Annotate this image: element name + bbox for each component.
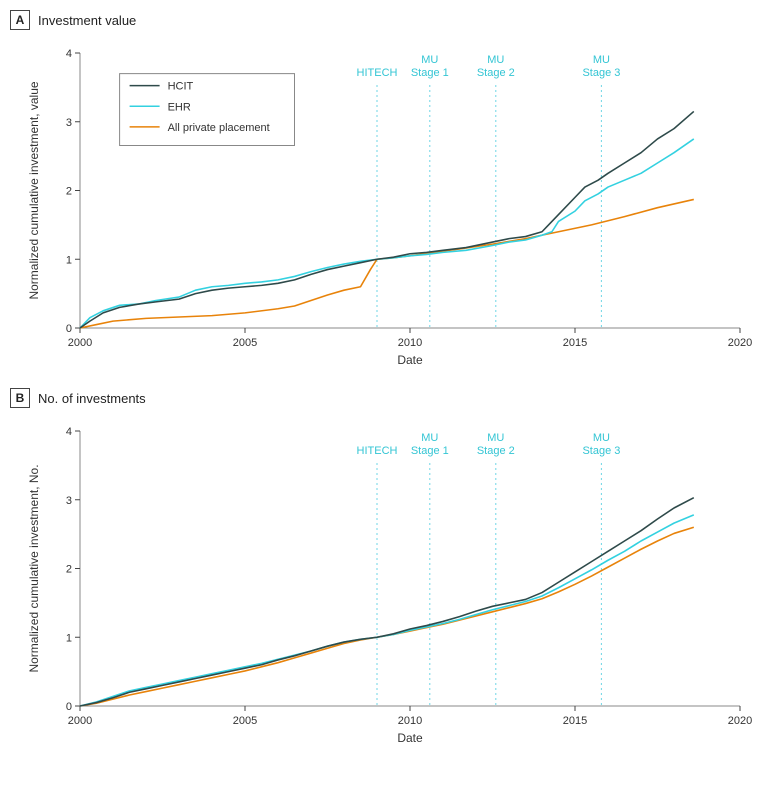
chart-svg: 0 1 2 3 4 2000 2005 2010 2015 2020 Date Normalized … <box>20 38 760 368</box>
x-tick-label: 2005 <box>233 715 257 727</box>
event-marker-label: HITECH <box>357 67 398 79</box>
x-tick-label: 2015 <box>563 337 587 349</box>
x-tick-label: 2020 <box>728 337 752 349</box>
panel-a: A Investment value 0 1 2 3 4 2000 2005 2010 2015 20… <box>10 10 770 368</box>
panel-badge: B <box>10 388 30 408</box>
y-axis-label: Normalized cumulative investment, No. <box>27 464 41 672</box>
legend-label: EHR <box>168 101 191 113</box>
x-tick-label: 2015 <box>563 715 587 727</box>
x-tick-label: 2000 <box>68 337 92 349</box>
event-marker-label: Stage 1 <box>411 445 449 457</box>
x-tick-label: 2020 <box>728 715 752 727</box>
event-marker-label: MU <box>487 54 504 66</box>
y-tick-label: 2 <box>66 564 72 576</box>
y-tick-label: 1 <box>66 632 72 644</box>
y-tick-label: 0 <box>66 701 72 713</box>
x-tick-label: 2000 <box>68 715 92 727</box>
y-tick-label: 1 <box>66 254 72 266</box>
x-tick-label: 2010 <box>398 337 422 349</box>
series-app <box>80 199 694 328</box>
panel-title: Investment value <box>38 13 136 28</box>
y-axis-label: Normalized cumulative investment, value <box>27 81 41 299</box>
event-marker-label: HITECH <box>357 445 398 457</box>
panel-title: No. of investments <box>38 391 146 406</box>
x-axis-label: Date <box>397 353 423 367</box>
x-tick-label: 2005 <box>233 337 257 349</box>
y-tick-label: 3 <box>66 117 72 129</box>
legend-label: All private placement <box>168 122 270 134</box>
y-tick-label: 0 <box>66 323 72 335</box>
event-marker-label: MU <box>593 432 610 444</box>
event-marker-label: Stage 2 <box>477 445 515 457</box>
event-marker-label: MU <box>421 54 438 66</box>
event-marker-label: Stage 3 <box>582 445 620 457</box>
panel-badge: A <box>10 10 30 30</box>
legend-box <box>120 74 295 146</box>
x-axis-label: Date <box>397 731 423 745</box>
chart: 0 1 2 3 4 2000 2005 2010 2015 2020 Date Normalized … <box>20 416 760 746</box>
event-marker-label: MU <box>593 54 610 66</box>
y-tick-label: 3 <box>66 495 72 507</box>
event-marker-label: Stage 1 <box>411 67 449 79</box>
event-marker-label: MU <box>421 432 438 444</box>
y-tick-label: 4 <box>66 48 72 60</box>
event-marker-label: Stage 3 <box>582 67 620 79</box>
y-tick-label: 4 <box>66 426 72 438</box>
event-marker-label: MU <box>487 432 504 444</box>
legend-label: HCIT <box>168 81 194 93</box>
y-tick-label: 2 <box>66 186 72 198</box>
chart: 0 1 2 3 4 2000 2005 2010 2015 2020 Date Normalized … <box>20 38 760 368</box>
x-tick-label: 2010 <box>398 715 422 727</box>
panel-header: A Investment value <box>10 10 770 30</box>
panel-b: B No. of investments 0 1 2 3 4 2000 2005 2010 2015… <box>10 388 770 746</box>
event-marker-label: Stage 2 <box>477 67 515 79</box>
panel-header: B No. of investments <box>10 388 770 408</box>
chart-svg: 0 1 2 3 4 2000 2005 2010 2015 2020 Date Normalized … <box>20 416 760 746</box>
